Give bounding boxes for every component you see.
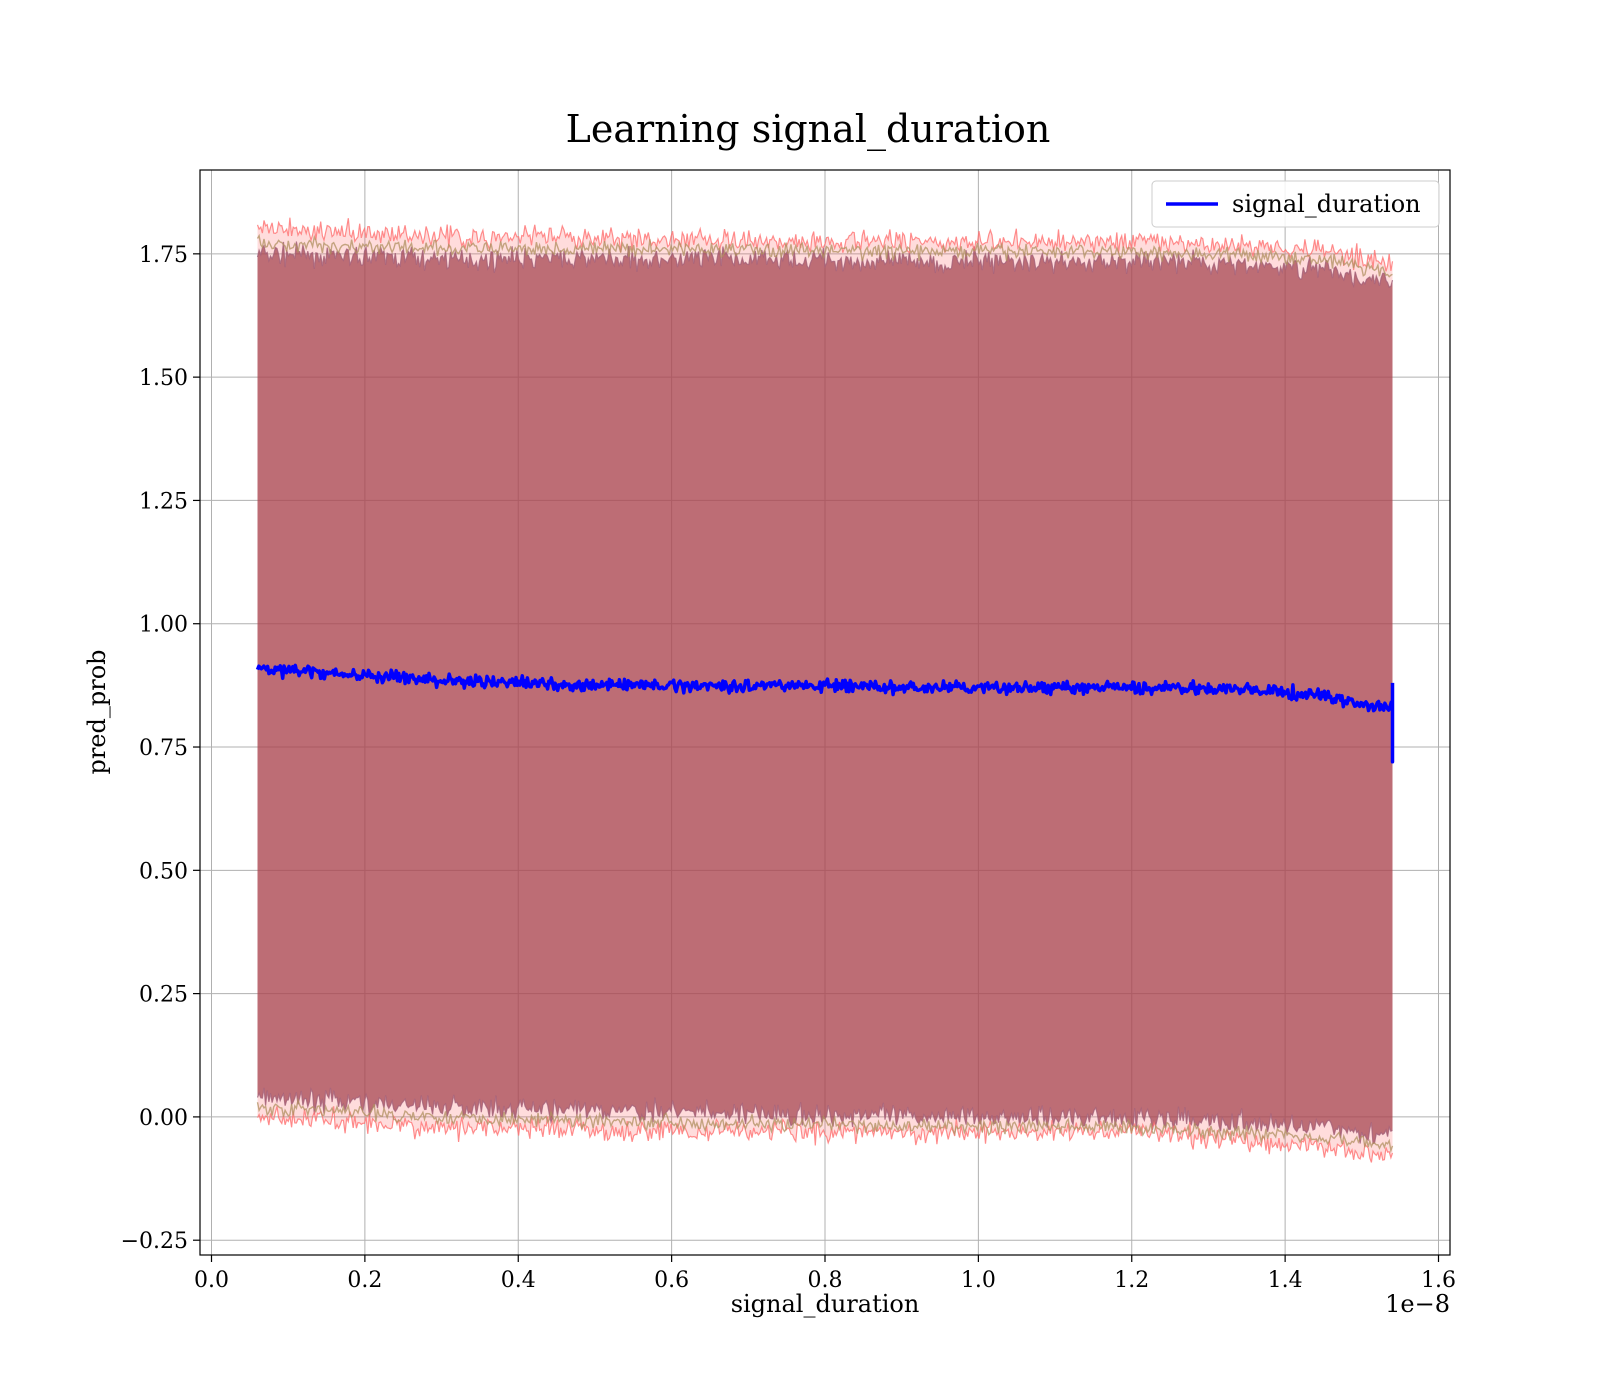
confidence-bands (256, 217, 1394, 1163)
series-lines (255, 663, 1395, 764)
x-axis-label: signal_duration (731, 1290, 920, 1318)
x-tick-label: 0.2 (347, 1268, 382, 1293)
x-tick-label: 1.6 (1421, 1268, 1456, 1293)
confidence-band (257, 217, 1393, 1163)
series-line-signal-duration (255, 663, 1395, 764)
band-mid-edge (256, 1097, 1394, 1154)
y-axis-label: pred_prob (83, 649, 111, 774)
confidence-band (257, 241, 1393, 1144)
y-tick-label: 1.00 (139, 613, 188, 638)
x-axis: 0.0 0.2 0.4 0.6 0.8 1.0 1.2 1.4 1.6 (194, 1255, 1456, 1293)
x-tick-label: 1.4 (1268, 1268, 1303, 1293)
legend-entry: signal_duration (1232, 190, 1421, 218)
legend: signal_duration (1151, 180, 1440, 228)
x-tick-label: 1.0 (961, 1268, 996, 1293)
x-tick-label: 1.2 (1114, 1268, 1149, 1293)
y-tick-label: 1.25 (139, 489, 188, 514)
y-tick-label: 1.75 (139, 243, 188, 268)
y-axis: −0.25 0.00 0.25 0.50 0.75 1.00 1.25 1.50 1.75 (121, 243, 200, 1254)
x-tick-label: 0.4 (501, 1268, 536, 1293)
y-tick-label: −0.25 (121, 1229, 188, 1254)
y-tick-label: 1.50 (139, 366, 188, 391)
band-upper-edge (256, 241, 1394, 289)
band-mid-edge (256, 233, 1393, 278)
y-tick-label: 0.00 (139, 1106, 188, 1131)
band-upper-edge (256, 217, 1394, 272)
legend-box (1151, 180, 1440, 228)
x-tick-label: 0.6 (654, 1268, 689, 1293)
x-tick-label: 0.8 (808, 1268, 843, 1293)
y-tick-label: 0.50 (139, 859, 188, 884)
x-tick-label: 0.0 (194, 1268, 229, 1293)
y-tick-label: 0.75 (139, 736, 188, 761)
chart-title: Learning signal_duration (566, 107, 1051, 152)
y-tick-label: 0.25 (139, 983, 188, 1008)
x-axis-offset-label: 1e−8 (1385, 1290, 1450, 1318)
